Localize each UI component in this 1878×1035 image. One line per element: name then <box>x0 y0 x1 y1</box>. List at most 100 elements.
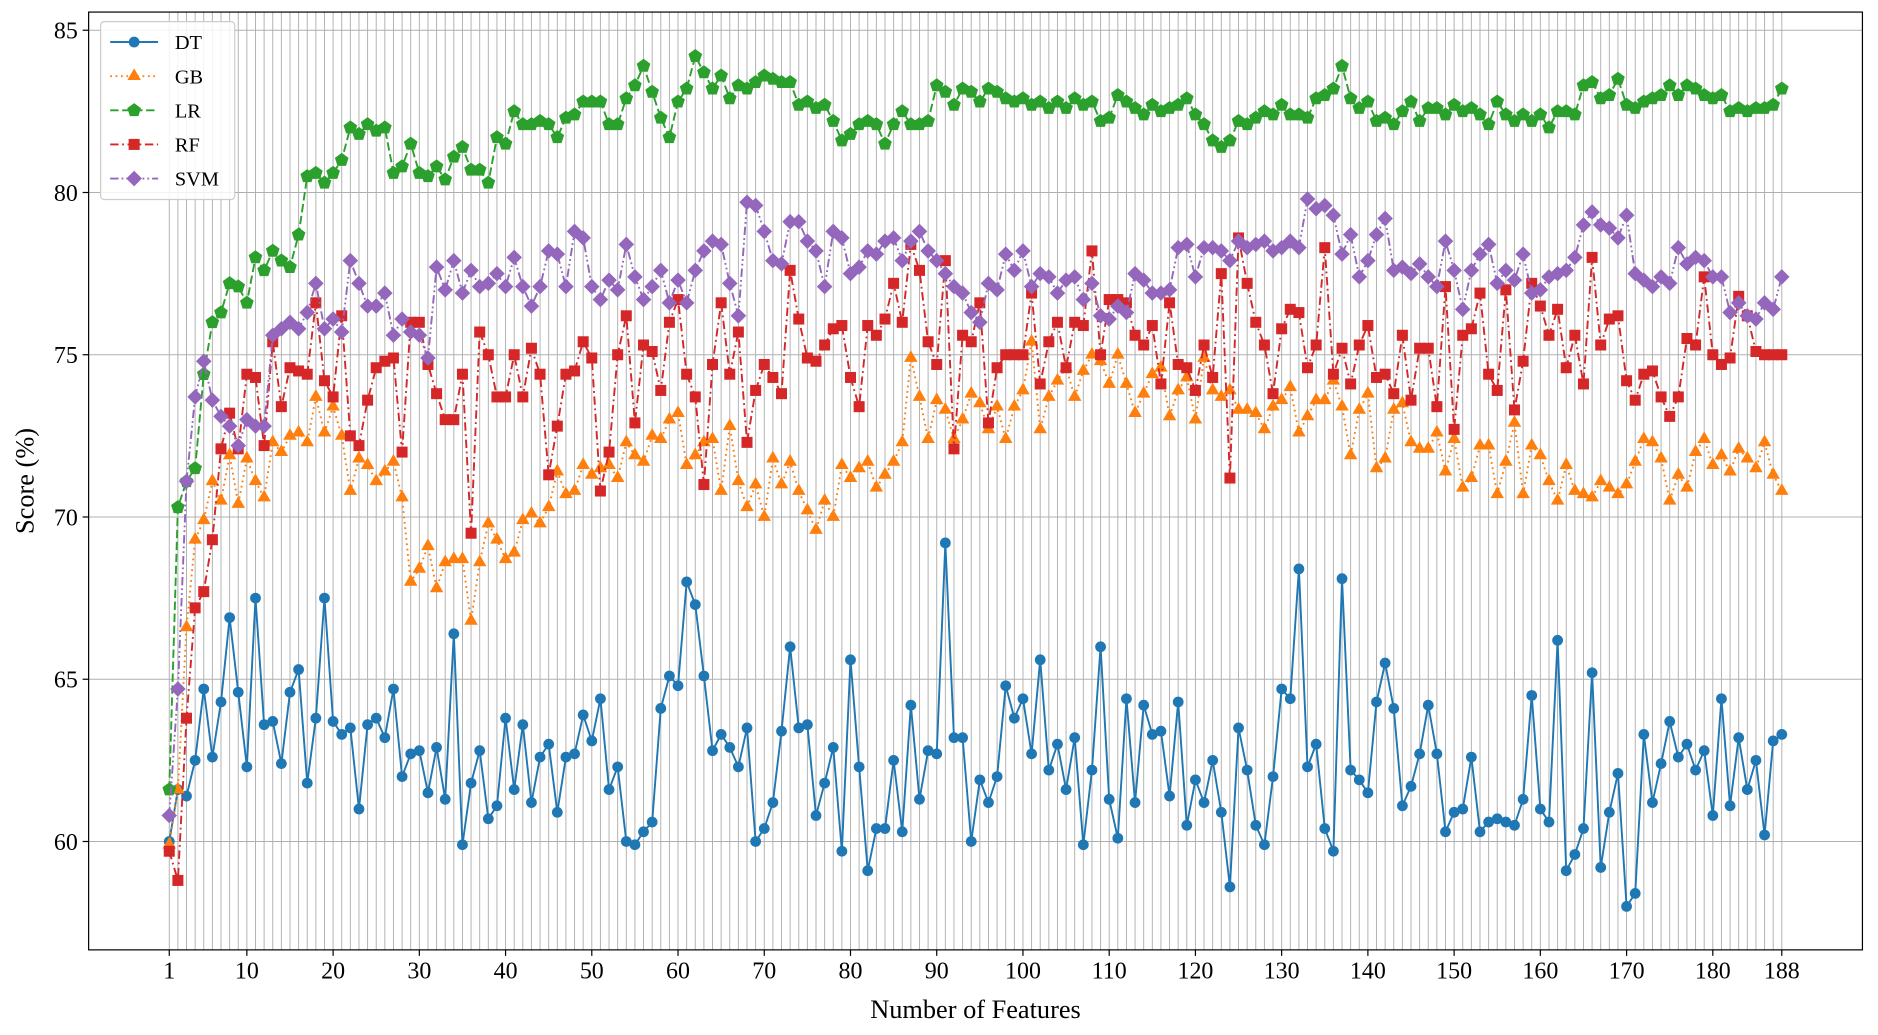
y-tick-label: 70 <box>54 505 78 531</box>
marker <box>990 84 1004 98</box>
y-tick-label: 65 <box>54 668 78 694</box>
marker <box>1542 120 1556 134</box>
marker <box>1690 764 1701 776</box>
marker <box>1619 476 1634 489</box>
marker <box>609 282 626 298</box>
marker <box>612 761 624 773</box>
marker <box>1388 703 1400 714</box>
marker <box>256 418 272 434</box>
x-tick-label: 20 <box>321 959 345 985</box>
marker <box>1360 252 1376 269</box>
marker <box>1690 339 1702 351</box>
marker <box>1722 304 1738 321</box>
marker <box>1750 345 1762 357</box>
marker <box>325 311 341 327</box>
marker <box>248 250 263 264</box>
marker <box>569 365 581 377</box>
marker <box>1259 839 1270 851</box>
marker <box>809 522 823 534</box>
marker <box>688 447 703 460</box>
marker <box>1207 754 1219 766</box>
marker <box>377 285 393 301</box>
marker <box>1215 268 1227 280</box>
marker <box>188 461 202 475</box>
marker <box>973 395 987 408</box>
marker <box>1465 323 1477 335</box>
x-tick-label: 100 <box>1005 959 1041 985</box>
marker <box>1490 486 1504 499</box>
marker <box>1345 764 1357 776</box>
marker <box>388 683 399 695</box>
marker <box>1515 246 1531 262</box>
marker <box>497 278 514 295</box>
marker <box>965 836 977 847</box>
marker <box>1336 573 1348 585</box>
marker <box>489 265 505 282</box>
marker <box>465 527 477 539</box>
marker <box>895 434 909 447</box>
marker <box>862 865 874 877</box>
marker <box>1671 87 1686 101</box>
marker <box>1437 233 1454 249</box>
marker <box>197 512 211 525</box>
marker <box>1707 349 1719 361</box>
marker <box>1542 473 1556 486</box>
marker <box>1172 358 1184 370</box>
marker <box>1681 738 1693 750</box>
marker <box>1774 81 1789 95</box>
marker <box>206 534 218 546</box>
marker <box>1102 376 1116 388</box>
marker <box>1086 245 1098 257</box>
marker <box>1267 771 1279 782</box>
marker <box>766 450 780 463</box>
marker <box>1033 94 1048 108</box>
marker <box>1421 441 1435 453</box>
marker <box>438 172 453 186</box>
marker <box>1680 479 1694 492</box>
marker <box>1026 748 1037 760</box>
marker <box>679 457 694 469</box>
marker <box>1327 368 1339 380</box>
marker <box>1352 402 1367 414</box>
marker <box>1489 275 1506 292</box>
marker <box>413 745 425 757</box>
marker <box>810 810 822 821</box>
marker <box>1611 71 1625 85</box>
marker <box>1119 94 1134 108</box>
marker <box>1060 784 1072 795</box>
series <box>162 49 1789 796</box>
marker <box>888 277 900 289</box>
series <box>161 191 1790 824</box>
marker <box>1759 829 1770 841</box>
marker <box>368 298 384 314</box>
marker <box>472 554 487 567</box>
x-tick-label: 130 <box>1264 959 1300 985</box>
marker <box>1454 301 1471 318</box>
marker <box>1138 699 1150 711</box>
marker <box>1343 447 1358 460</box>
marker <box>1187 269 1204 285</box>
legend-label: GB <box>175 66 203 88</box>
marker <box>878 136 892 150</box>
marker <box>1144 285 1161 301</box>
marker <box>1189 384 1201 396</box>
marker <box>1681 333 1693 345</box>
marker <box>1146 729 1158 740</box>
marker <box>870 329 882 341</box>
marker <box>1593 473 1608 486</box>
marker <box>817 97 832 111</box>
marker <box>301 368 313 380</box>
x-tick-label: 170 <box>1609 959 1645 985</box>
marker <box>1293 563 1305 575</box>
marker <box>1715 358 1727 370</box>
marker <box>1198 797 1210 808</box>
marker <box>1724 800 1736 812</box>
marker <box>258 719 270 731</box>
marker <box>758 358 770 370</box>
marker <box>1707 810 1719 821</box>
marker <box>931 358 943 370</box>
x-tick-label: 70 <box>752 959 776 985</box>
marker <box>198 683 210 695</box>
marker <box>810 355 822 367</box>
marker <box>1103 793 1115 805</box>
